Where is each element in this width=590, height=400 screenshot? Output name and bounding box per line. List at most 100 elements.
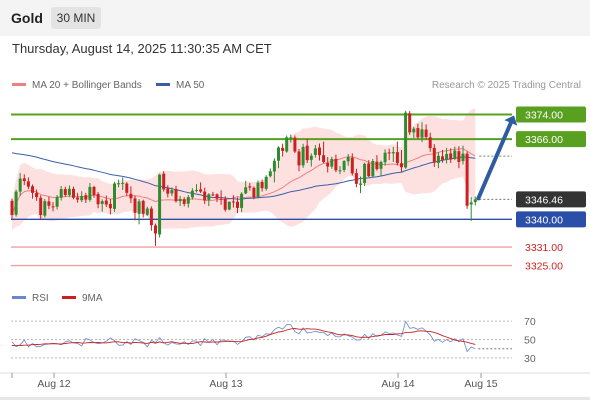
candle: [400, 149, 403, 172]
candle: [260, 179, 264, 192]
candle-body: [436, 155, 440, 163]
candle: [367, 160, 371, 178]
candle: [469, 197, 473, 221]
candle-body: [51, 206, 55, 208]
bottom-border: [0, 397, 590, 400]
candle-body: [277, 147, 280, 161]
candle: [436, 152, 440, 169]
candle-body: [59, 189, 63, 198]
candle-body: [121, 182, 125, 184]
rsi-tick-50: 50: [524, 335, 536, 347]
candle: [117, 179, 121, 188]
timeframe-button[interactable]: 30 MIN: [51, 7, 101, 29]
legend-9ma: 9MA: [62, 293, 103, 304]
legend-ma50: MA 50: [156, 80, 204, 91]
9ma-label: 9MA: [82, 293, 103, 304]
candle-body: [104, 200, 108, 205]
candle: [199, 182, 203, 194]
candle: [26, 177, 30, 190]
candle: [313, 145, 317, 158]
candle-body: [67, 188, 71, 195]
candle-body: [117, 183, 121, 185]
candle: [145, 206, 149, 216]
rsi-tick-70: 70: [524, 316, 536, 328]
x-tick-aug-15: Aug 15: [464, 378, 497, 390]
candle: [248, 182, 252, 191]
candle-body: [154, 225, 157, 234]
candle-body: [39, 197, 43, 216]
ma50-swatch: [156, 82, 170, 86]
candle: [395, 141, 399, 166]
candle-body: [272, 160, 276, 172]
candle-body: [182, 199, 186, 204]
candle-body: [268, 171, 272, 177]
candle-body: [72, 188, 75, 198]
candle-body: [244, 187, 248, 194]
level-label-box: [516, 211, 586, 228]
candle-body: [26, 181, 30, 187]
candle-body: [84, 195, 88, 200]
candle: [88, 182, 92, 202]
candle-body: [55, 196, 59, 207]
candle-body: [186, 197, 190, 204]
candle: [129, 186, 133, 203]
candle: [322, 141, 326, 164]
candle: [125, 182, 129, 196]
candle: [215, 193, 219, 203]
candle-body: [108, 203, 112, 209]
candle-body: [158, 174, 162, 235]
candle: [47, 196, 51, 210]
candle: [170, 187, 174, 197]
candle-body: [211, 194, 215, 196]
candle: [359, 176, 362, 194]
candle: [14, 189, 18, 217]
candle: [424, 124, 428, 140]
candle-body: [96, 194, 100, 205]
candle-body: [22, 178, 26, 182]
candle: [211, 191, 215, 197]
candle: [318, 143, 321, 161]
candle-body: [309, 155, 313, 160]
level-label-3374.00: 3374.00: [525, 110, 563, 122]
candle-body: [318, 147, 321, 156]
rsi-tick-30: 30: [524, 353, 536, 365]
candle: [207, 193, 211, 207]
candle: [383, 149, 387, 166]
candle: [416, 123, 420, 139]
candle: [309, 153, 313, 167]
candle-body: [441, 156, 444, 160]
candle: [174, 185, 178, 203]
candle-body: [248, 186, 252, 188]
candle-body: [326, 162, 330, 167]
candle: [39, 195, 43, 220]
candle-body: [125, 183, 129, 193]
candle: [465, 151, 469, 209]
candle-body: [215, 194, 219, 199]
candle-body: [461, 153, 465, 162]
candle: [379, 160, 383, 177]
candle: [371, 158, 375, 178]
candle: [18, 173, 22, 196]
rsi-line: [11, 320, 476, 353]
candle: [305, 138, 309, 163]
candle: [342, 160, 346, 173]
level-label-3366.00: 3366.00: [525, 134, 563, 146]
candle-body: [453, 150, 457, 159]
candle: [350, 153, 354, 176]
candle-body: [178, 198, 182, 202]
candle-body: [387, 152, 391, 154]
candle-body: [469, 202, 473, 205]
candle-body: [256, 182, 260, 197]
candle-body: [223, 198, 227, 210]
candle: [137, 198, 141, 225]
candle-body: [412, 128, 416, 133]
candle-body: [63, 189, 67, 195]
candle: [158, 173, 162, 238]
projection-arrow-head: [504, 115, 518, 126]
candle: [330, 156, 334, 169]
candle-body: [199, 189, 203, 192]
candle-body: [195, 190, 198, 192]
candle-body: [350, 157, 354, 174]
candle-body: [137, 201, 141, 214]
projection-arrow: [476, 120, 513, 201]
